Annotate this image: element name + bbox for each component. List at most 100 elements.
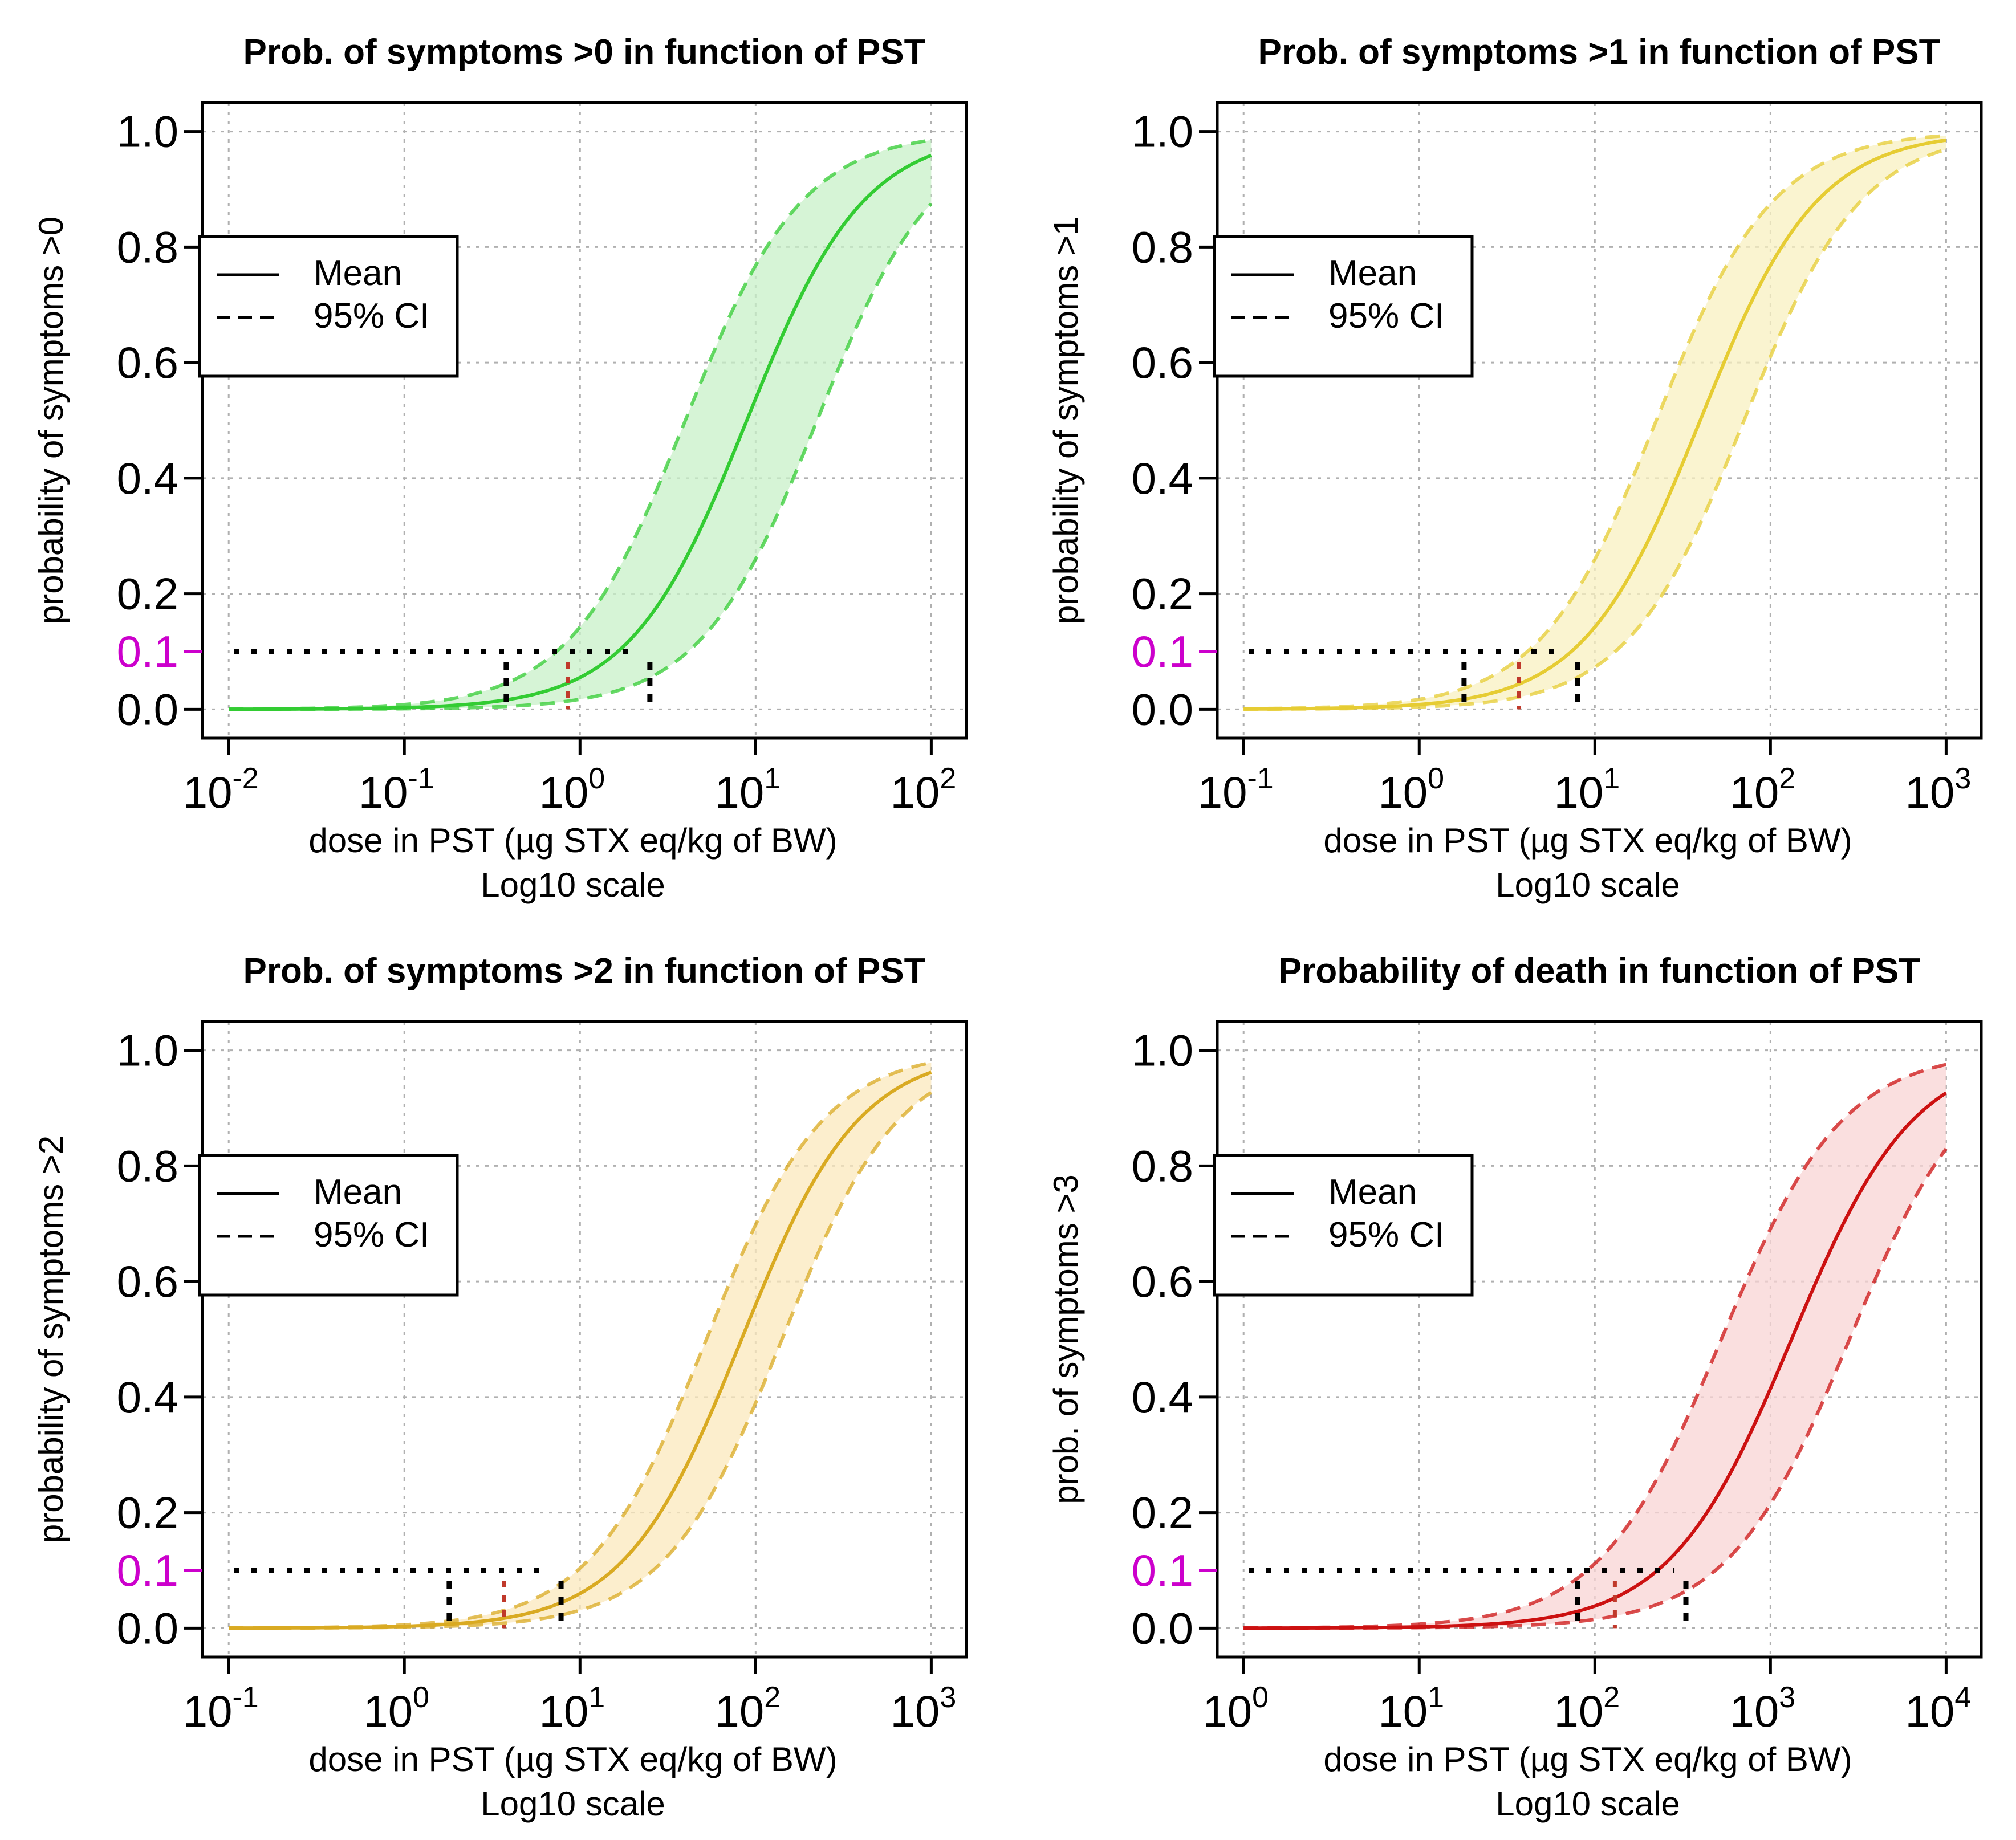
x-tick-exponent: 1	[588, 1681, 605, 1714]
x-tick-label-3: 101	[715, 762, 781, 817]
y-axis-label: probability of symptoms >1	[1047, 217, 1085, 624]
y-tick-label-5: 0.8	[117, 1141, 178, 1191]
y-axis-label: prob. of symptoms >3	[1047, 1174, 1085, 1504]
x-tick-label-0: 10-1	[1198, 762, 1274, 817]
chart-panel-2: Prob. of symptoms >1 in function of PST 0…	[1047, 32, 1983, 904]
x-tick-exponent: 2	[940, 762, 956, 795]
legend-label-1: 95% CI	[1328, 296, 1444, 336]
x-tick-label-4: 103	[891, 1681, 957, 1736]
y-tick-label-1: 0.1	[1132, 1545, 1193, 1595]
x-tick-label-0: 100	[1202, 1681, 1269, 1736]
x-tick-exponent: 2	[1603, 1681, 1620, 1714]
chart-panel-4: Probability of death in function of PST 0…	[1047, 951, 1983, 1823]
y-tick-label-3: 0.4	[117, 1372, 178, 1422]
x-tick-exponent: 1	[1603, 762, 1620, 795]
ci-upper-line	[229, 138, 932, 711]
x-tick-exponent: 0	[588, 762, 605, 795]
y-tick-label-2: 0.2	[117, 569, 178, 619]
x-tick-exponent: 4	[1954, 1681, 1971, 1714]
x-tick-exponent: 1	[1428, 1681, 1444, 1714]
plot-frame	[1216, 1020, 1983, 1659]
plot-frame	[201, 1020, 968, 1659]
legend-label-1: 95% CI	[314, 1215, 429, 1255]
x-tick-label-3: 102	[715, 1681, 781, 1736]
x-tick-label-4: 104	[1905, 1681, 1972, 1736]
x-tick-label-3: 102	[1730, 762, 1796, 817]
legend-label-0: Mean	[314, 254, 402, 293]
y-tick-label-6: 1.0	[1132, 1025, 1193, 1076]
x-tick-exponent: 2	[764, 1681, 781, 1714]
legend-label-1: 95% CI	[1328, 1215, 1444, 1255]
mean-line	[1243, 138, 1946, 711]
x-tick-label-3: 103	[1730, 1681, 1796, 1736]
legend-label-0: Mean	[1328, 1173, 1417, 1212]
legend-label-1: 95% CI	[314, 296, 429, 336]
x-tick-exponent: -1	[408, 762, 434, 795]
legend-box	[1213, 235, 1474, 378]
y-tick-label-3: 0.4	[117, 453, 178, 503]
ci-lower-line	[1243, 1147, 1948, 1630]
y-tick-label-4: 0.6	[1132, 337, 1193, 388]
legend-label-0: Mean	[314, 1173, 402, 1212]
plot-frame	[201, 101, 968, 740]
mean-line	[229, 1070, 932, 1630]
y-tick-label-0: 0.0	[117, 684, 178, 734]
y-tick-label-1: 0.1	[117, 1545, 178, 1595]
y-tick-label-0: 0.0	[1132, 1603, 1193, 1653]
x-tick-label-1: 101	[1378, 1681, 1444, 1736]
x-tick-label-4: 102	[891, 762, 957, 817]
y-tick-label-2: 0.2	[117, 1488, 178, 1538]
ci-upper-line	[1243, 1063, 1947, 1630]
ci-band	[1243, 135, 1946, 710]
chart-title: Prob. of symptoms >1 in function of PST	[1258, 32, 1940, 72]
x-tick-label-2: 100	[539, 762, 605, 817]
y-tick-label-6: 1.0	[1132, 107, 1193, 157]
y-axis-label: probability of symptoms >2	[32, 1135, 70, 1543]
x-axis-label: dose in PST (µg STX eq/kg of BW)	[1323, 821, 1852, 860]
ci-upper-line	[229, 1061, 932, 1630]
chart-title: Prob. of symptoms >2 in function of PST	[243, 951, 925, 991]
y-tick-label-4: 0.6	[1132, 1256, 1193, 1306]
y-tick-label-6: 1.0	[117, 1025, 178, 1076]
x-tick-exponent: 3	[1779, 1681, 1795, 1714]
ci-lower-line	[229, 202, 933, 711]
x-axis-label-scale: Log10 scale	[481, 1785, 665, 1823]
x-tick-exponent: 0	[1252, 1681, 1269, 1714]
chart-panel-3: Prob. of symptoms >2 in function of PST 0…	[32, 951, 968, 1823]
legend-box	[198, 235, 459, 378]
x-tick-exponent: 0	[413, 1681, 429, 1714]
y-tick-label-0: 0.0	[1132, 684, 1193, 734]
y-tick-label-1: 0.1	[117, 626, 178, 677]
x-axis-label: dose in PST (µg STX eq/kg of BW)	[1323, 1740, 1852, 1778]
y-tick-label-5: 0.8	[1132, 1141, 1193, 1191]
legend-box	[198, 1154, 459, 1297]
y-tick-label-3: 0.4	[1132, 1372, 1193, 1422]
grid-lines	[202, 1021, 966, 1657]
legend-label-0: Mean	[1328, 254, 1417, 293]
x-tick-label-0: 10-1	[183, 1681, 259, 1736]
x-axis-label: dose in PST (µg STX eq/kg of BW)	[308, 1740, 837, 1778]
y-tick-label-3: 0.4	[1132, 453, 1193, 503]
chart-panel-1: Prob. of symptoms >0 in function of PST 0…	[32, 32, 968, 904]
x-tick-label-1: 100	[363, 1681, 429, 1736]
x-tick-exponent: -2	[232, 762, 258, 795]
x-tick-exponent: 2	[1779, 762, 1795, 795]
x-axis-label-scale: Log10 scale	[1495, 866, 1680, 904]
x-tick-label-2: 102	[1554, 1681, 1620, 1736]
ci-upper-line	[1243, 133, 1946, 711]
x-axis-label-scale: Log10 scale	[1495, 1785, 1680, 1823]
y-tick-label-2: 0.2	[1132, 1488, 1193, 1538]
grid-lines	[1217, 1021, 1981, 1657]
mean-line	[229, 153, 932, 711]
x-tick-label-4: 103	[1905, 762, 1972, 817]
y-tick-label-6: 1.0	[117, 107, 178, 157]
y-axis-label: probability of symptoms >0	[32, 217, 70, 624]
x-tick-label-1: 10-1	[359, 762, 434, 817]
x-tick-exponent: 3	[940, 1681, 956, 1714]
plot-frame	[1216, 101, 1983, 740]
x-tick-exponent: -1	[1247, 762, 1273, 795]
y-tick-label-1: 0.1	[1132, 626, 1193, 677]
